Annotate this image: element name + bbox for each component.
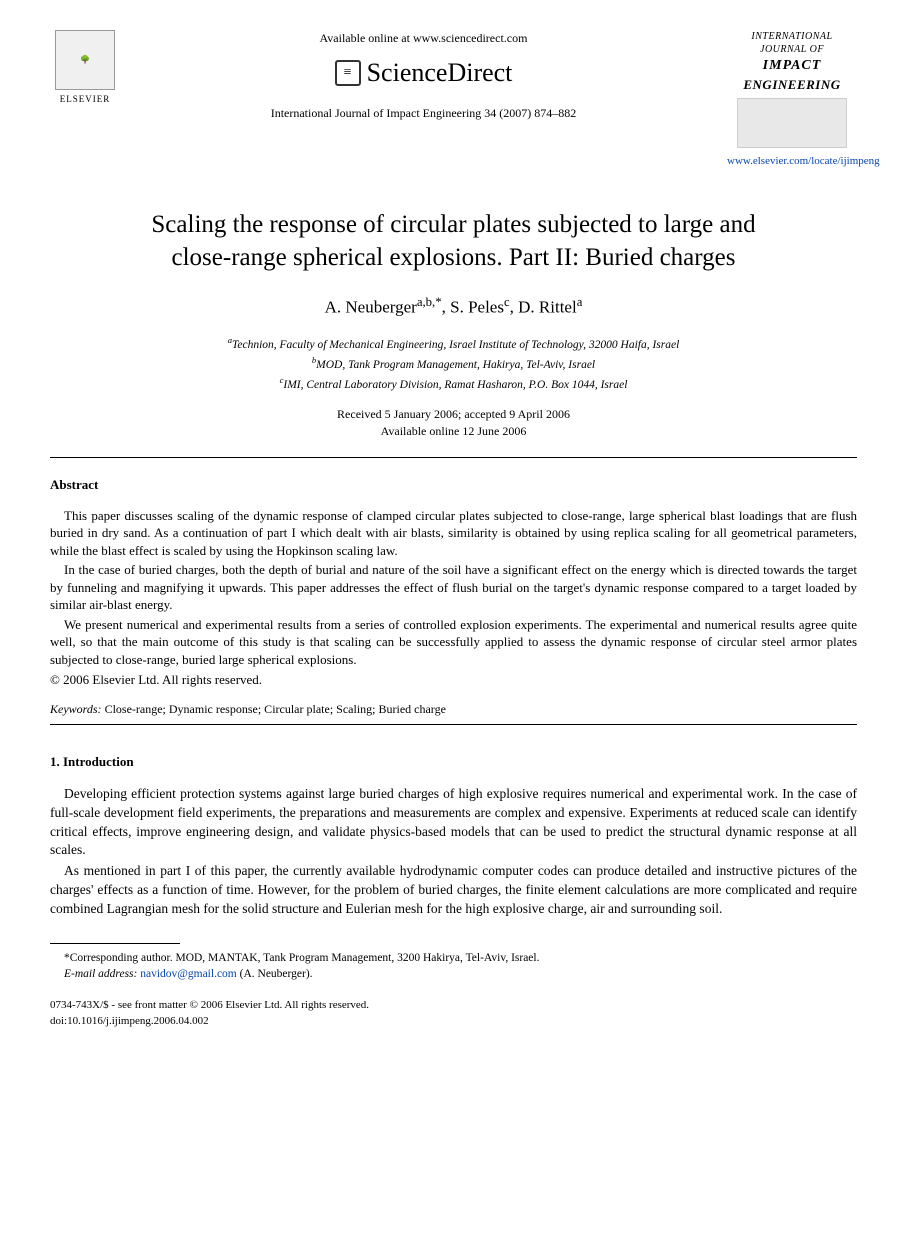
section-1-heading: 1. Introduction xyxy=(50,753,857,771)
corresponding-author-footnote: *Corresponding author. MOD, MANTAK, Tank… xyxy=(50,950,857,966)
page-footer: 0734-743X/$ - see front matter © 2006 El… xyxy=(50,998,857,1029)
abstract-para-2: In the case of buried charges, both the … xyxy=(50,561,857,614)
abstract-para-1: This paper discusses scaling of the dyna… xyxy=(50,507,857,560)
header-row: 🌳 ELSEVIER Available online at www.scien… xyxy=(50,30,857,169)
available-online-text: Available online at www.sciencedirect.co… xyxy=(140,30,707,47)
journal-url[interactable]: www.elsevier.com/locate/ijimpeng xyxy=(727,154,857,169)
citation-line: International Journal of Impact Engineer… xyxy=(140,105,707,122)
elsevier-text: ELSEVIER xyxy=(60,93,111,106)
affiliation-b: bMOD, Tank Program Management, Hakirya, … xyxy=(50,354,857,374)
abstract-heading: Abstract xyxy=(50,476,857,494)
section-1-para-2: As mentioned in part I of this paper, th… xyxy=(50,862,857,919)
title-line-1: Scaling the response of circular plates … xyxy=(151,211,755,238)
footer-doi: doi:10.1016/j.ijimpeng.2006.04.002 xyxy=(50,1014,857,1029)
keywords-line: Keywords: Close-range; Dynamic response;… xyxy=(50,701,857,718)
affiliations: aTechnion, Faculty of Mechanical Enginee… xyxy=(50,334,857,394)
divider-top xyxy=(50,457,857,458)
email-address[interactable]: navidov@gmail.com xyxy=(140,968,237,980)
footnote-separator xyxy=(50,943,180,944)
abstract-para-3: We present numerical and experimental re… xyxy=(50,616,857,669)
journal-engineering: ENGINEERING xyxy=(727,76,857,94)
copyright: © 2006 Elsevier Ltd. All rights reserved… xyxy=(50,671,857,689)
email-label: E-mail address: xyxy=(64,968,137,980)
elsevier-logo: 🌳 ELSEVIER xyxy=(50,30,120,110)
received-date: Received 5 January 2006; accepted 9 Apri… xyxy=(50,406,857,423)
journal-cover-image xyxy=(737,98,847,148)
sciencedirect-logo: ≡ ScienceDirect xyxy=(140,55,707,91)
affiliation-c: cIMI, Central Laboratory Division, Ramat… xyxy=(50,374,857,394)
journal-small-1: INTERNATIONAL xyxy=(727,30,857,43)
sciencedirect-icon: ≡ xyxy=(335,60,361,86)
elsevier-tree-icon: 🌳 xyxy=(55,30,115,90)
sciencedirect-text: ScienceDirect xyxy=(367,55,513,91)
email-footnote: E-mail address: navidov@gmail.com (A. Ne… xyxy=(50,966,857,982)
center-header: Available online at www.sciencedirect.co… xyxy=(120,30,727,122)
article-title: Scaling the response of circular plates … xyxy=(50,209,857,274)
journal-box: INTERNATIONAL JOURNAL OF IMPACT ENGINEER… xyxy=(727,30,857,169)
section-1-body: Developing efficient protection systems … xyxy=(50,785,857,919)
email-author: (A. Neuberger). xyxy=(240,968,313,980)
abstract-body: This paper discusses scaling of the dyna… xyxy=(50,507,857,669)
keywords-label: Keywords: xyxy=(50,702,102,716)
footnote-corr: *Corresponding author. MOD, MANTAK, Tank… xyxy=(64,952,539,964)
page: 🌳 ELSEVIER Available online at www.scien… xyxy=(0,0,907,1069)
affiliation-a: aTechnion, Faculty of Mechanical Enginee… xyxy=(50,334,857,354)
journal-small-2: JOURNAL OF xyxy=(727,43,857,56)
title-line-2: close-range spherical explosions. Part I… xyxy=(172,244,736,271)
keywords-values: Close-range; Dynamic response; Circular … xyxy=(105,702,446,716)
online-date: Available online 12 June 2006 xyxy=(50,423,857,440)
divider-bottom xyxy=(50,724,857,725)
journal-impact: IMPACT xyxy=(727,56,857,76)
article-dates: Received 5 January 2006; accepted 9 Apri… xyxy=(50,406,857,440)
footer-line-1: 0734-743X/$ - see front matter © 2006 El… xyxy=(50,998,857,1013)
authors: A. Neubergera,b,*, S. Pelesc, D. Rittela xyxy=(50,294,857,319)
section-1-para-1: Developing efficient protection systems … xyxy=(50,785,857,861)
